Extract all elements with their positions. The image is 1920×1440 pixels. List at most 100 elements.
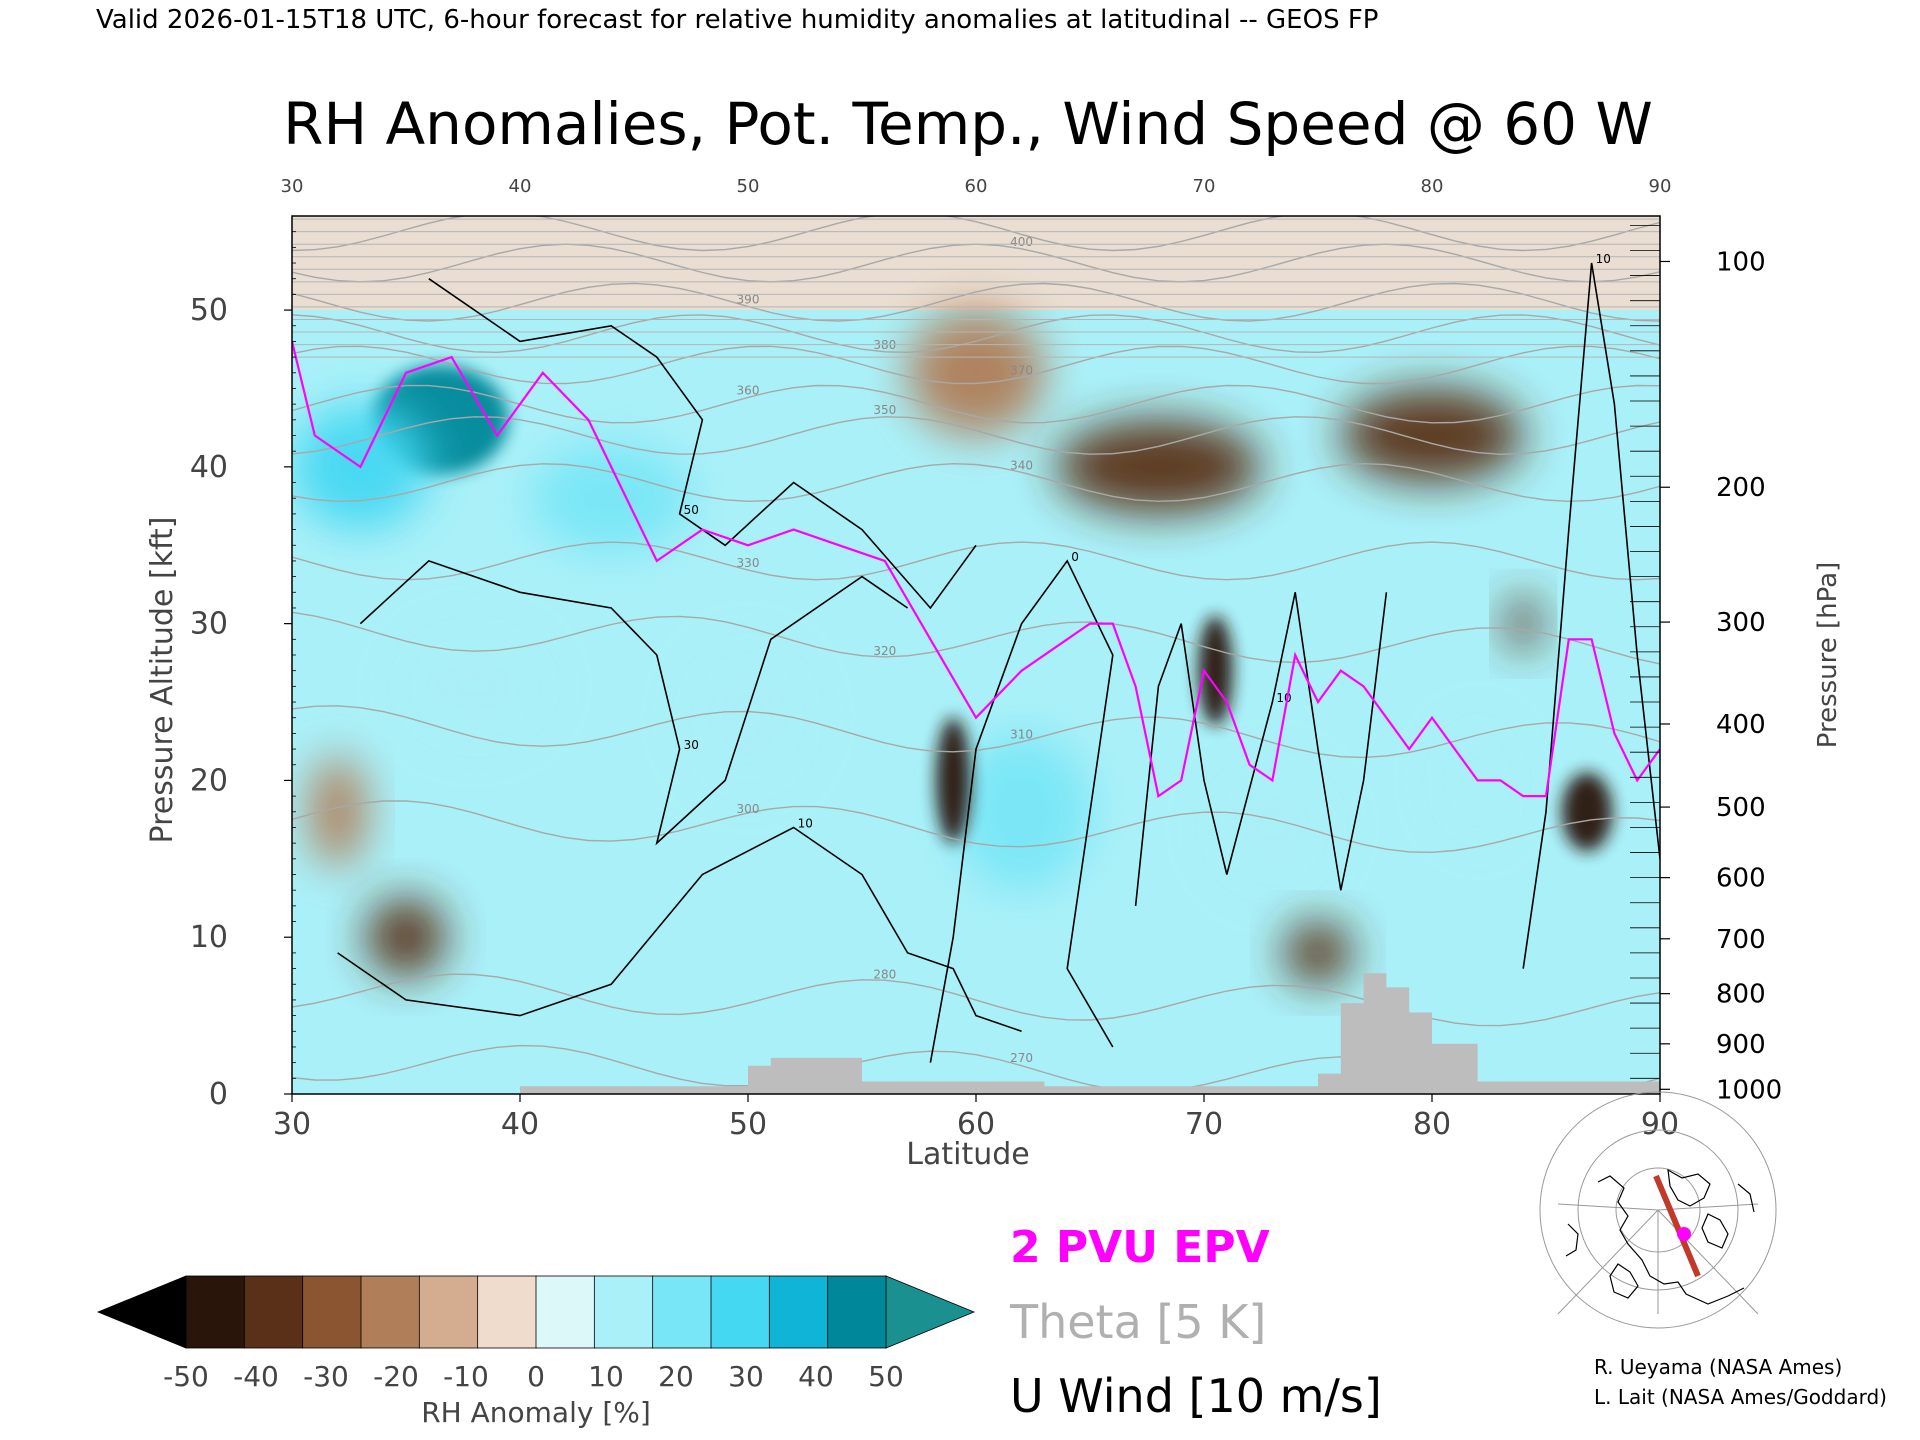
theta-label-310: 310 [1010, 727, 1033, 741]
pressure-tick-label-1000: 1000 [1716, 1075, 1782, 1105]
theta-contours: 2702803003103203303403503603703803904004… [292, 200, 1660, 1094]
x-top-tick-label-60: 60 [965, 176, 988, 197]
x-top-tick-label-80: 80 [1421, 176, 1444, 197]
colorbar-segment-3 [360, 1275, 421, 1349]
rh-anomaly-cell-4 [679, 639, 817, 797]
x-tick-label-40: 40 [501, 1107, 539, 1142]
pressure-tick-label-500: 500 [1716, 793, 1766, 823]
u-wind-label-5: 10 [1596, 252, 1611, 266]
x-axis-label: Latitude [906, 1137, 1029, 1172]
x-tick-label-30: 30 [273, 1107, 311, 1142]
terrain-group [292, 973, 1660, 1094]
u-wind-label-1: 50 [684, 503, 699, 517]
epv-2pvu-group [292, 341, 1660, 798]
theta-contour-320 [292, 611, 1660, 665]
rh-anomaly-cell-12 [1561, 772, 1613, 851]
terrain [292, 973, 1660, 1094]
colorbar-tick-6: 10 [588, 1360, 624, 1393]
rh-anomaly-cell-2 [531, 443, 691, 554]
theta-label-400: 400 [1010, 235, 1033, 249]
map-coastline [1565, 1168, 1755, 1305]
upper-band [292, 216, 1660, 311]
theta-contour-390 [292, 282, 1660, 322]
rh-anomaly-cell-6 [1204, 756, 1341, 899]
colorbar-segment-10 [768, 1275, 829, 1349]
x-top-tick-label-90: 90 [1649, 176, 1672, 197]
u-wind-label-4: 10 [1276, 691, 1291, 705]
y-tick-label-10: 10 [190, 920, 228, 955]
colorbar-tick-0: -50 [163, 1360, 209, 1393]
map-grid-outer [1539, 1091, 1777, 1329]
y-axis-label: Pressure Altitude [kft] [145, 517, 180, 844]
u-wind-contour-0 [359, 559, 909, 846]
colorbar-tick-3: -20 [373, 1360, 419, 1393]
colorbar-tick-1: -40 [233, 1360, 279, 1393]
y-tick-label-40: 40 [190, 450, 228, 485]
colorbar-tick-7: 20 [658, 1360, 694, 1393]
y-tick-label-0: 0 [209, 1077, 228, 1112]
theta-label-390: 390 [737, 292, 760, 306]
inset-map [1539, 1091, 1777, 1329]
colorbar-segment-11 [827, 1275, 887, 1349]
y-tick-label-50: 50 [190, 293, 228, 328]
colorbar-segment-6 [535, 1275, 596, 1349]
colorbar-segment-0 [185, 1275, 246, 1349]
u-wind-label-3: 0 [1071, 550, 1079, 564]
u-wind-label-2: 10 [798, 816, 813, 830]
theta-label-320: 320 [873, 644, 896, 658]
theta-contour-350 [292, 416, 1660, 456]
x-top-tick-label-70: 70 [1193, 176, 1216, 197]
x-tick-label-90: 90 [1641, 1107, 1679, 1142]
y-tick-label-20: 20 [190, 763, 228, 798]
legend-theta: Theta [5 K] [1009, 1295, 1266, 1349]
colorbar: -50 -40 -30 -20 -10 0 10 20 30 40 50 [96, 1275, 976, 1393]
pressure-tick-label-400: 400 [1716, 710, 1766, 740]
y2-axis-label: Pressure [hPa] [1813, 562, 1843, 749]
colorbar-label: RH Anomaly [%] [421, 1396, 651, 1429]
pressure-tick-label-600: 600 [1716, 864, 1766, 894]
pressure-tick-label-100: 100 [1716, 247, 1766, 277]
x-top-tick-label-30: 30 [281, 176, 304, 197]
theta-label-300: 300 [737, 802, 760, 816]
rh-anomaly-cell-15 [1340, 388, 1524, 483]
x-tick-label-80: 80 [1413, 1107, 1451, 1142]
colorbar-segment-7 [593, 1275, 654, 1349]
colorbar-segment-9 [710, 1275, 771, 1349]
theta-contour-300 [292, 800, 1660, 854]
theta-label-370: 370 [1010, 363, 1033, 377]
u-wind-label-0: 30 [684, 738, 699, 752]
pressure-tick-label-300: 300 [1716, 608, 1766, 638]
u-wind-contour-3 [929, 559, 1114, 1063]
theta-label-360: 360 [737, 383, 760, 397]
theta-label-280: 280 [873, 967, 896, 981]
epv-2pvu-line [292, 341, 1660, 798]
theta-label-270: 270 [1010, 1051, 1033, 1065]
u-wind-contour-5 [1522, 262, 1660, 969]
theta-contour-380 [292, 314, 1660, 354]
colorbar-tick-9: 40 [798, 1360, 834, 1393]
legend-u-wind: U Wind [10 m/s] [1010, 1369, 1382, 1423]
colorbar-tick-5: 0 [527, 1360, 545, 1393]
u-wind-contour-4 [1134, 592, 1388, 906]
pressure-tick-label-200: 200 [1716, 473, 1766, 503]
theta-contour-410 [292, 216, 1660, 252]
theta-contour-370 [292, 345, 1660, 385]
credit-line-1: R. Ueyama (NASA Ames) [1594, 1355, 1842, 1379]
colorbar-tick-10: 50 [868, 1360, 904, 1393]
x-tick-label-60: 60 [957, 1107, 995, 1142]
theta-label-330: 330 [737, 556, 760, 570]
credit-line-2: L. Lait (NASA Ames/Goddard) [1594, 1385, 1887, 1409]
x-top-tick-label-50: 50 [737, 176, 760, 197]
colorbar-tick-4: -10 [443, 1360, 489, 1393]
rh-anomaly-cell-8 [366, 898, 446, 977]
colorbar-segment-1 [243, 1275, 304, 1349]
theta-label-410: 410 [873, 200, 896, 214]
rh-anomaly-cell-5 [953, 733, 1090, 891]
u-wind-contours: 30 50 10 0 10 10 [337, 252, 1660, 1063]
rh-anomaly-cell-14 [1055, 419, 1261, 514]
pressure-tick-label-900: 900 [1716, 1030, 1766, 1060]
legend: 2 PVU EPV Theta [5 K] U Wind [10 m/s] [1009, 1222, 1382, 1423]
legend-epv: 2 PVU EPV [1010, 1222, 1270, 1273]
x-tick-label-70: 70 [1185, 1107, 1223, 1142]
